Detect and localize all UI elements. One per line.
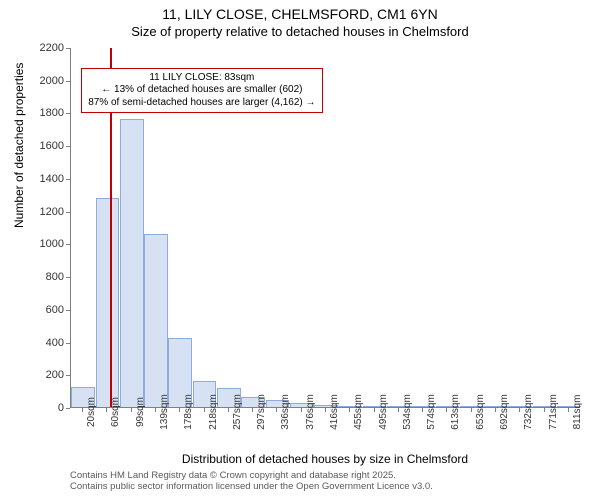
xtick-mark — [471, 408, 472, 412]
ytick-mark — [66, 408, 70, 409]
xtick-label: 336sqm — [280, 394, 291, 430]
annotation-line3: 87% of semi-detached houses are larger (… — [88, 97, 315, 110]
xtick-mark — [544, 408, 545, 412]
xtick-label: 20sqm — [86, 397, 97, 427]
ytick-label: 200 — [4, 369, 64, 381]
xtick-mark — [204, 408, 205, 412]
xtick-label: 257sqm — [232, 394, 243, 430]
plot-area: 11 LILY CLOSE: 83sqm ← 13% of detached h… — [70, 48, 580, 408]
xtick-label: 613sqm — [450, 394, 461, 430]
y-axis-title: Number of detached properties — [12, 63, 26, 228]
histogram-chart: 11, LILY CLOSE, CHELMSFORD, CM1 6YN Size… — [0, 0, 600, 500]
x-axis-title: Distribution of detached houses by size … — [70, 452, 580, 466]
xtick-mark — [179, 408, 180, 412]
xtick-mark — [446, 408, 447, 412]
xtick-mark — [495, 408, 496, 412]
xtick-label: 416sqm — [329, 394, 340, 430]
ytick-label: 800 — [4, 271, 64, 283]
annotation-line2: ← 13% of detached houses are smaller (60… — [88, 84, 315, 97]
annotation-line1: 11 LILY CLOSE: 83sqm — [88, 72, 315, 85]
xtick-label: 376sqm — [305, 394, 316, 430]
xtick-label: 455sqm — [353, 394, 364, 430]
xtick-label: 178sqm — [183, 394, 194, 430]
xtick-mark — [519, 408, 520, 412]
histogram-bar — [96, 198, 120, 407]
xtick-mark — [325, 408, 326, 412]
xtick-label: 574sqm — [426, 394, 437, 430]
xtick-mark — [131, 408, 132, 412]
xtick-label: 99sqm — [135, 397, 146, 427]
xtick-label: 732sqm — [523, 394, 534, 430]
xtick-label: 771sqm — [548, 394, 559, 430]
attribution-line1: Contains HM Land Registry data © Crown c… — [70, 470, 580, 481]
histogram-bar — [144, 234, 168, 407]
xtick-mark — [349, 408, 350, 412]
xtick-label: 653sqm — [475, 394, 486, 430]
ytick-label: 400 — [4, 337, 64, 349]
ytick-label: 1000 — [4, 238, 64, 250]
xtick-mark — [228, 408, 229, 412]
xtick-mark — [155, 408, 156, 412]
xtick-mark — [398, 408, 399, 412]
xtick-label: 297sqm — [256, 394, 267, 430]
xtick-mark — [301, 408, 302, 412]
attribution-line2: Contains public sector information licen… — [70, 481, 580, 492]
attribution-text: Contains HM Land Registry data © Crown c… — [70, 470, 580, 493]
xtick-mark — [422, 408, 423, 412]
xtick-label: 495sqm — [378, 394, 389, 430]
chart-title-line2: Size of property relative to detached ho… — [0, 24, 600, 39]
xtick-mark — [374, 408, 375, 412]
xtick-mark — [252, 408, 253, 412]
xtick-mark — [106, 408, 107, 412]
histogram-bar — [120, 119, 144, 407]
xtick-mark — [276, 408, 277, 412]
xtick-mark — [568, 408, 569, 412]
xtick-label: 534sqm — [402, 394, 413, 430]
ytick-label: 600 — [4, 304, 64, 316]
xtick-label: 811sqm — [572, 395, 583, 430]
ytick-label: 2200 — [4, 42, 64, 54]
ytick-label: 0 — [4, 402, 64, 414]
xtick-mark — [82, 408, 83, 412]
xtick-label: 218sqm — [208, 394, 219, 430]
xtick-label: 139sqm — [159, 394, 170, 430]
xtick-label: 60sqm — [110, 397, 121, 427]
xtick-label: 692sqm — [499, 394, 510, 430]
annotation-box: 11 LILY CLOSE: 83sqm ← 13% of detached h… — [81, 68, 322, 114]
chart-title-line1: 11, LILY CLOSE, CHELMSFORD, CM1 6YN — [0, 6, 600, 22]
